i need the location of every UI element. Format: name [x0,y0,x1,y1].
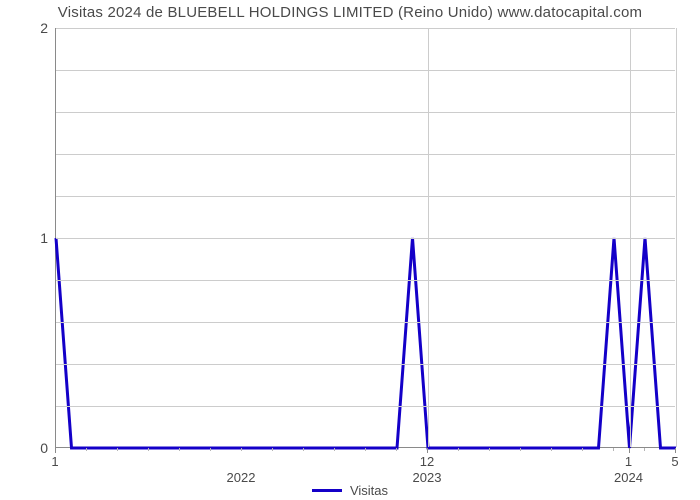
h-gridline-minor [56,406,675,407]
legend-label: Visitas [350,483,388,498]
x-tick-minor [644,448,645,451]
h-gridline-minor [56,70,675,71]
x-tick-minor [179,448,180,451]
x-tick-mark [629,448,630,453]
chart-container: Visitas 2024 de BLUEBELL HOLDINGS LIMITE… [0,0,700,500]
v-gridline [630,28,631,447]
x-tick-minor [551,448,552,451]
x-tick-minor [272,448,273,451]
y-tick-label: 1 [18,230,48,246]
plot-area [55,28,675,448]
x-tick-mark [55,448,56,453]
x-tick-minor [86,448,87,451]
h-gridline-minor [56,112,675,113]
x-tick-minor [241,448,242,451]
x-tick-label: 12 [420,454,434,469]
x-tick-minor [148,448,149,451]
x-tick-label: 5 [671,454,678,469]
x-tick-mark [427,448,428,453]
x-tick-minor [489,448,490,451]
x-tick-minor [582,448,583,451]
x-tick-minor [365,448,366,451]
x-tick-minor [458,448,459,451]
v-gridline [428,28,429,447]
x-tick-minor [520,448,521,451]
legend-swatch [312,489,342,492]
h-gridline [56,238,675,239]
x-year-label: 2023 [413,470,442,485]
h-gridline-minor [56,364,675,365]
h-gridline-minor [56,196,675,197]
h-gridline-minor [56,280,675,281]
x-tick-mark [675,448,676,453]
x-tick-label: 1 [625,454,632,469]
x-tick-minor [396,448,397,451]
v-gridline [676,28,677,447]
legend: Visitas [0,479,700,498]
y-tick-label: 0 [18,440,48,456]
visits-line [56,238,676,448]
chart-title: Visitas 2024 de BLUEBELL HOLDINGS LIMITE… [0,4,700,21]
h-gridline-minor [56,154,675,155]
h-gridline [56,28,675,29]
x-tick-minor [210,448,211,451]
x-tick-minor [334,448,335,451]
x-tick-label: 1 [51,454,58,469]
x-year-label: 2022 [227,470,256,485]
h-gridline-minor [56,322,675,323]
x-tick-minor [117,448,118,451]
legend-item: Visitas [312,483,388,498]
x-year-label: 2024 [614,470,643,485]
x-tick-minor [303,448,304,451]
y-tick-label: 2 [18,20,48,36]
x-tick-minor [613,448,614,451]
